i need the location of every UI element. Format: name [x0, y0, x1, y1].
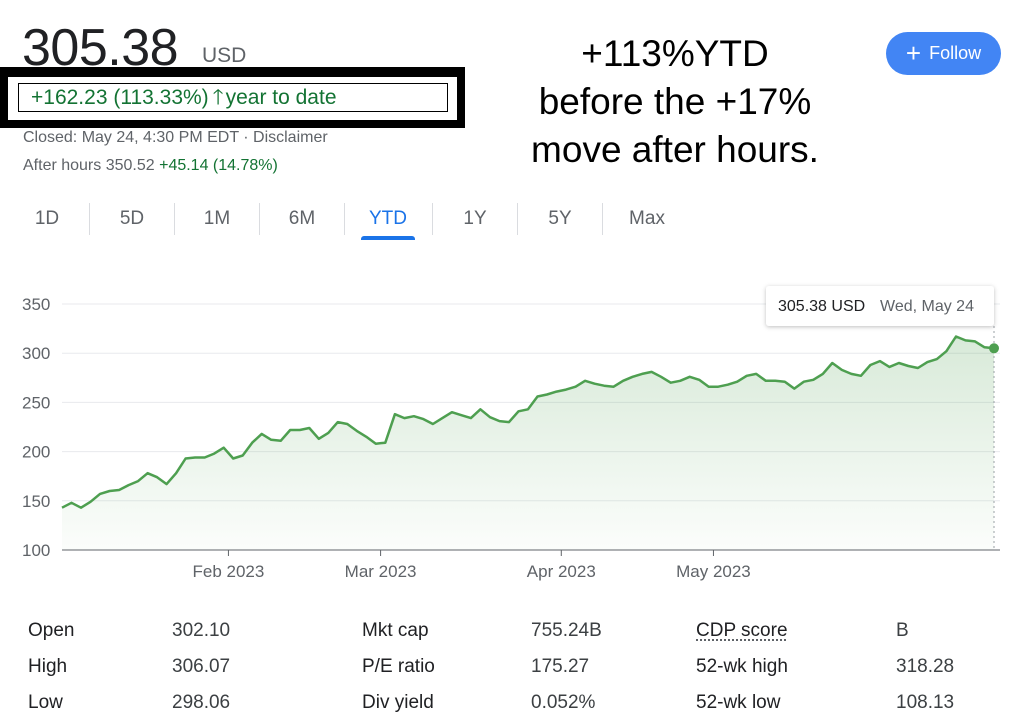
price-area [62, 336, 994, 550]
stat-value-div-yield: 0.052% [531, 692, 596, 713]
tab-1d[interactable]: 1D [34, 208, 60, 229]
stat-label-div-yield: Div yield [362, 692, 434, 713]
annotation-text: +113%YTD before the +17% move after hour… [500, 30, 850, 174]
annotation-line: +113%YTD [581, 33, 769, 74]
tab-5d[interactable]: 5D [119, 208, 145, 229]
stat-value-high: 306.07 [172, 656, 231, 677]
after-hours-change: +45.14 (14.78%) [159, 157, 278, 174]
tab-6m[interactable]: 6M [288, 208, 316, 229]
stat-label-pe-ratio: P/E ratio [362, 656, 435, 677]
y-tick-label: 150 [22, 492, 50, 511]
tooltip-date: Wed, May 24 [880, 298, 974, 315]
y-tick-label: 100 [22, 541, 50, 560]
tab-1m[interactable]: 1M [203, 208, 231, 229]
change-highlight-box: +162.23 (113.33%) 🡑year to date [0, 67, 465, 128]
tooltip-value: 305.38 USD [778, 298, 865, 315]
tab-5y[interactable]: 5Y [548, 208, 572, 229]
plus-icon: + [905, 37, 922, 68]
stat-value-open: 302.10 [172, 620, 231, 641]
stat-label-52wk-high: 52-wk high [696, 656, 788, 677]
stat-label-low: Low [28, 692, 63, 713]
stat-value-52wk-high: 318.28 [896, 656, 955, 677]
stat-label-open: Open [28, 620, 75, 641]
annotation-line: move after hours. [531, 129, 819, 170]
follow-button[interactable]: + Follow [886, 32, 1001, 75]
stats-table: Open 302.10 High 306.07 Low 298.06 Mkt c… [0, 612, 1033, 722]
stat-label-mkt-cap: Mkt cap [362, 620, 429, 641]
price-line [61, 335, 995, 509]
y-tick-label: 350 [22, 295, 50, 314]
price-chart[interactable]: 350 300 250 200 150 100 Feb 2023 Mar 2023 Apr 2… [0, 282, 1033, 592]
x-tick-label: Apr 2023 [527, 562, 596, 581]
price-tooltip: 305.38 USD Wed, May 24 [766, 286, 994, 326]
stat-value-mkt-cap: 755.24B [531, 620, 602, 641]
annotation-line: before the +17% [538, 81, 812, 122]
y-tick-label: 200 [22, 443, 50, 462]
ytd-change: +162.23 (113.33%) 🡑year to date [18, 83, 448, 112]
closed-disclaimer: Closed: May 24, 4:30 PM EDT · Disclaimer [23, 129, 328, 146]
x-tick-label: Feb 2023 [193, 562, 265, 581]
after-hours: After hours 350.52 +45.14 (14.78%) [23, 157, 278, 175]
x-tick-label: May 2023 [676, 562, 751, 581]
tab-1y[interactable]: 1Y [463, 208, 487, 229]
y-tick-label: 300 [22, 344, 50, 363]
tab-max[interactable]: Max [629, 208, 665, 229]
tab-ytd[interactable]: YTD [346, 200, 430, 240]
stat-label-cdp-score[interactable]: CDP score [696, 620, 788, 641]
follow-label: Follow [929, 43, 982, 63]
last-price-point [989, 343, 999, 354]
stat-value-cdp-score: B [896, 620, 909, 641]
stat-value-low: 298.06 [172, 692, 231, 713]
y-tick-label: 250 [22, 393, 50, 412]
change-value: +162.23 (113.33%) [31, 86, 209, 109]
after-hours-price: After hours 350.52 [23, 157, 155, 174]
x-tick-label: Mar 2023 [345, 562, 417, 581]
stat-value-52wk-low: 108.13 [896, 692, 955, 713]
stat-label-high: High [28, 656, 68, 677]
currency-label: USD [202, 44, 247, 67]
stat-label-52wk-low: 52-wk low [696, 692, 781, 713]
range-tabs: 1D 5D 1M 6M YTD 1Y 5Y Max [0, 200, 700, 240]
change-period: year to date [225, 86, 337, 109]
stat-value-pe-ratio: 175.27 [531, 656, 590, 677]
arrow-up-icon: 🡑 [212, 86, 224, 109]
